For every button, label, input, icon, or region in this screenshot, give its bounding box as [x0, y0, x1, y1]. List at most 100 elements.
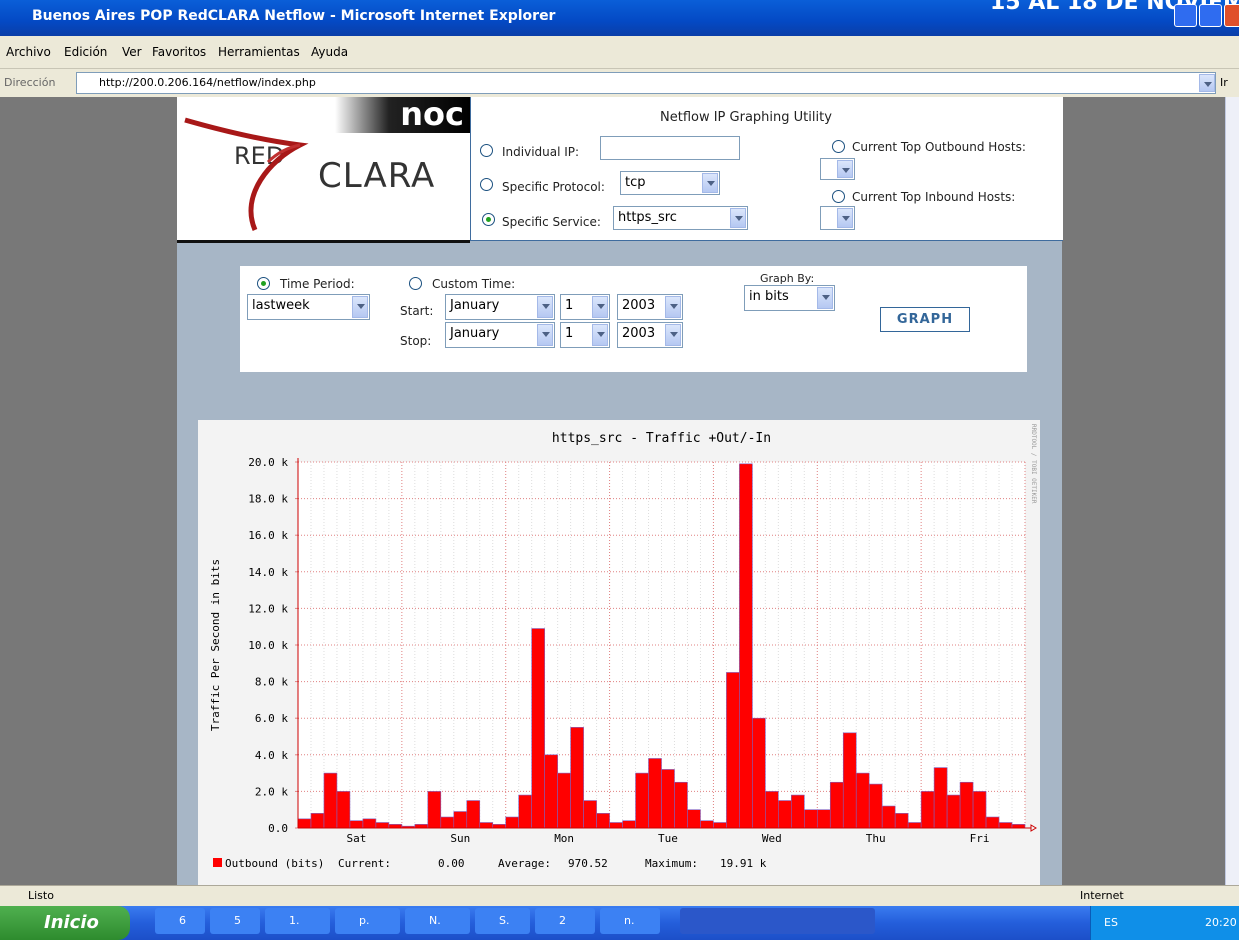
taskbar-item[interactable]: 6	[155, 908, 205, 934]
bar	[998, 822, 1013, 829]
taskbar-item[interactable]: n.	[600, 908, 660, 934]
url: http://200.0.206.164/netflow/index.php	[99, 76, 316, 89]
bar	[791, 794, 805, 829]
menu-item[interactable]: Ver	[122, 45, 142, 59]
bar	[829, 781, 844, 829]
y-axis-label: Traffic Per Second in bits	[209, 559, 222, 731]
menu-item[interactable]: Edición	[64, 45, 108, 59]
outbound-select[interactable]	[820, 158, 855, 180]
menu-item[interactable]: Archivo	[6, 45, 51, 59]
radio-time-period[interactable]	[257, 277, 270, 290]
close[interactable]	[1224, 4, 1239, 27]
bar	[674, 781, 688, 829]
radio-protocol[interactable]	[480, 178, 493, 191]
y-tick-label: 10.0 k	[248, 639, 288, 652]
chart-title: https_src - Traffic +Out/-In	[552, 431, 771, 446]
y-tick-label: 0.0	[268, 822, 288, 835]
x-tick-label: Tue	[658, 832, 678, 845]
start-day[interactable]: 1	[560, 294, 610, 320]
radio-top-inbound[interactable]	[832, 190, 845, 203]
address-label: Dirección	[4, 76, 56, 89]
taskbar-item[interactable]: 5	[210, 908, 260, 934]
bar	[933, 767, 948, 829]
taskbar-item[interactable]: 2	[535, 908, 595, 934]
y-tick-label: 20.0 k	[248, 456, 288, 469]
scrollbar[interactable]	[1225, 97, 1239, 885]
ip-input[interactable]	[600, 136, 740, 160]
menu-item[interactable]: Herramientas	[218, 45, 300, 59]
bar	[336, 791, 351, 829]
taskbar-item[interactable]: S.	[475, 908, 530, 934]
label-top-outbound: Current Top Outbound Hosts:	[852, 140, 1026, 154]
period-value: lastweek	[252, 298, 310, 313]
minimize[interactable]	[1174, 4, 1197, 27]
bar	[414, 824, 429, 829]
graph-button[interactable]: GRAPH	[880, 307, 970, 332]
bar	[907, 822, 922, 829]
bar	[985, 816, 1000, 829]
tray	[1090, 906, 1239, 940]
go-button[interactable]: Ir	[1220, 76, 1228, 89]
y-tick-label: 12.0 k	[248, 602, 288, 615]
inbound-select[interactable]	[820, 206, 855, 230]
y-tick-label: 2.0 k	[255, 785, 288, 798]
start-year[interactable]: 2003	[617, 294, 683, 320]
period-select[interactable]: lastweek	[247, 294, 370, 320]
radio-service[interactable]	[482, 213, 495, 226]
label-protocol: Specific Protocol:	[502, 180, 605, 194]
bar	[713, 822, 727, 829]
menu-item[interactable]: Favoritos	[152, 45, 207, 59]
radio-ip[interactable]	[480, 144, 493, 157]
clock: 20:20	[1205, 916, 1237, 929]
stop-year[interactable]: 2003	[617, 322, 683, 348]
bar	[842, 732, 857, 829]
bar	[609, 822, 623, 829]
x-tick-label: Mon	[554, 832, 574, 845]
stop-day[interactable]: 1	[560, 322, 610, 348]
graph-by-value: in bits	[749, 289, 789, 304]
service-select[interactable]: https_src	[613, 206, 748, 230]
taskbar-item[interactable]: p.	[335, 908, 400, 934]
start-month-value: January	[450, 298, 500, 313]
logo-swoosh	[184, 117, 309, 231]
bar	[375, 822, 390, 829]
bar	[687, 809, 701, 829]
graph-by-select[interactable]: in bits	[744, 285, 835, 311]
maximize[interactable]	[1199, 4, 1222, 27]
dropdown-button	[537, 296, 553, 318]
legend-stat: Current:	[338, 857, 391, 870]
legend-stat: Maximum:	[645, 857, 698, 870]
stop-year-value: 2003	[622, 326, 656, 341]
radio-top-outbound[interactable]	[832, 140, 845, 153]
menu-bar: Archivo Edición Ver Favoritos Herramient…	[0, 36, 1239, 69]
stop-day-value: 1	[565, 326, 574, 341]
taskbar-item[interactable]: N.	[405, 908, 470, 934]
bar	[596, 813, 610, 829]
protocol-select[interactable]: tcp	[620, 171, 720, 195]
menu-item[interactable]: Ayuda	[311, 45, 349, 59]
start-day-value: 1	[565, 298, 574, 313]
start-button[interactable]: Inicio	[0, 906, 130, 940]
window-title: Buenos Aires POP RedCLARA Netflow - Micr…	[32, 8, 556, 24]
address-dropdown[interactable]	[1199, 74, 1215, 92]
form-heading: Netflow IP Graphing Utility	[660, 110, 832, 125]
bar	[453, 811, 468, 829]
dropdown-button	[837, 208, 853, 228]
label-custom-time: Custom Time:	[432, 277, 516, 291]
start-month[interactable]: January	[445, 294, 555, 320]
radio-custom-time[interactable]	[409, 277, 422, 290]
bar	[778, 800, 792, 829]
label-service: Specific Service:	[502, 215, 601, 229]
x-tick-label: Sat	[346, 832, 366, 845]
legend-stat: 970.52	[568, 857, 608, 870]
label-top-inbound: Current Top Inbound Hosts:	[852, 190, 1016, 204]
stop-month[interactable]: January	[445, 322, 555, 348]
logo-clara: CLARA	[318, 156, 436, 196]
bar	[765, 791, 779, 829]
label-stop: Stop:	[400, 334, 432, 348]
legend-stat: Average:	[498, 857, 551, 870]
taskbar-item[interactable]: 1.	[265, 908, 330, 934]
bar	[855, 772, 870, 829]
label-ip: Individual IP:	[502, 145, 580, 159]
address-field[interactable]: http://200.0.206.164/netflow/index.php	[76, 72, 1216, 94]
